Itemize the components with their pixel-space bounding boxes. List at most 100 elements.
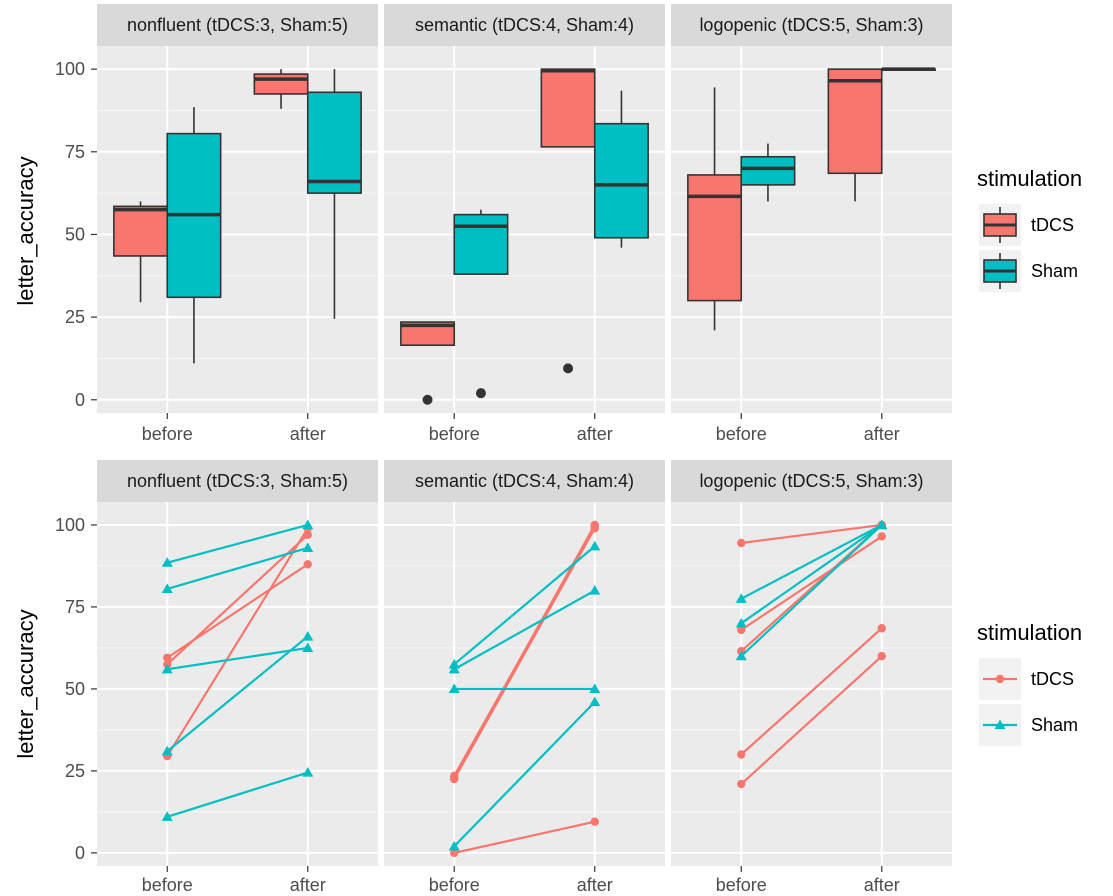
point-triangle (735, 650, 747, 661)
series-line (740, 524, 883, 657)
box-rect (453, 213, 509, 275)
legend: stimulation tDCS Sham (977, 166, 1082, 292)
line-tdcs-2 (450, 524, 599, 784)
point-triangle (302, 519, 314, 530)
box-rect (687, 174, 743, 302)
line-sham-3 (161, 630, 314, 756)
point-circle (877, 651, 886, 661)
box-tdcs-before (400, 321, 456, 405)
series-line (453, 545, 596, 666)
series-line (166, 546, 309, 590)
point-triangle (302, 542, 314, 553)
panel-1-2: logopenic (tDCS:5, Sham:3) before after (671, 460, 952, 895)
box-tdcs-after (827, 68, 883, 202)
series-line (453, 589, 596, 671)
point-triangle (589, 540, 601, 551)
x-tick-label: before (142, 875, 193, 895)
line-sham-2 (161, 642, 314, 674)
panel-0-0: nonfluent (tDCS:3, Sham:5) before after (97, 4, 378, 444)
legend-entry-tdcs: tDCS (979, 204, 1074, 246)
facet-strip (384, 460, 665, 502)
panel-background (384, 502, 665, 866)
facet-label: semantic (tDCS:4, Sham:4) (415, 15, 634, 35)
facet-strip (671, 4, 952, 46)
legend-label: tDCS (1031, 215, 1074, 235)
panel-1-1: semantic (tDCS:4, Sham:4) before after (384, 460, 665, 895)
x-tick-label: after (864, 875, 900, 895)
facet-label: nonfluent (tDCS:3, Sham:5) (127, 15, 348, 35)
box-rect (740, 155, 796, 186)
series-line (454, 820, 595, 854)
legend-entry-tdcs: tDCS (979, 658, 1074, 700)
y-tick-label: 0 (75, 390, 85, 410)
line-sham-0 (161, 519, 314, 567)
series-line (741, 523, 882, 545)
point-circle (303, 560, 312, 569)
line-sham-2 (448, 683, 601, 694)
point-circle (450, 848, 459, 858)
panel-0-2: logopenic (tDCS:5, Sham:3) before after (671, 4, 952, 444)
legend: stimulation tDCS Sham (977, 620, 1082, 746)
point-triangle (735, 617, 747, 628)
box-tdcs-after (253, 69, 309, 109)
line-tdcs-1 (163, 530, 312, 669)
x-tick-label: before (716, 875, 767, 895)
point-triangle (161, 557, 173, 567)
point-triangle (161, 811, 173, 821)
x-tick-label: after (577, 875, 613, 895)
box-sham-before (453, 209, 509, 399)
point-triangle (161, 745, 173, 756)
y-tick-label: 75 (65, 597, 85, 617)
box-rect (593, 122, 649, 239)
line-tdcs-3 (737, 624, 886, 759)
y-tick-label: 100 (55, 515, 85, 535)
series-line (740, 655, 883, 785)
line-sham-0 (448, 540, 601, 669)
y-tick-label: 25 (65, 307, 85, 327)
x-tick-label: after (290, 875, 326, 895)
point-circle (737, 538, 746, 548)
panel-1-0: nonfluent (tDCS:3, Sham:5) before after (97, 460, 378, 895)
facet-label: logopenic (tDCS:5, Sham:3) (699, 471, 923, 491)
series-line (740, 524, 883, 625)
box-tdcs-before (687, 87, 743, 331)
line-tdcs-3 (450, 817, 599, 858)
point-triangle (448, 683, 460, 694)
series-line (166, 635, 309, 753)
box-outlier (475, 388, 486, 399)
facet-strip (384, 4, 665, 46)
legend-label: tDCS (1031, 669, 1074, 689)
facet-label: logopenic (tDCS:5, Sham:3) (699, 15, 923, 35)
point-circle (590, 524, 599, 533)
point-triangle (876, 519, 888, 530)
box-outlier (563, 363, 574, 374)
box-outlier (422, 394, 433, 405)
legend-title: stimulation (977, 620, 1082, 645)
facet-label: semantic (tDCS:4, Sham:4) (415, 471, 634, 491)
y-tick-label: 50 (65, 679, 85, 699)
point-triangle (589, 696, 601, 707)
line-sham-1 (448, 585, 601, 674)
point-circle (737, 779, 746, 789)
legend-label: Sham (1031, 261, 1078, 281)
legend-title: stimulation (977, 166, 1082, 191)
y-tick-label: 75 (65, 142, 85, 162)
series-line (740, 535, 883, 631)
x-tick-label: after (577, 424, 613, 444)
x-tick-label: before (142, 424, 193, 444)
point-triangle (161, 583, 173, 594)
panel-0-1: semantic (tDCS:4, Sham:4) before after (384, 4, 665, 444)
series-line (166, 527, 309, 757)
point-triangle (448, 658, 460, 669)
series-line (167, 646, 308, 671)
point-triangle (161, 663, 173, 674)
box-rect (400, 321, 456, 347)
line-sham-4 (161, 767, 314, 821)
point-triangle (302, 767, 314, 777)
line-sham-3 (448, 696, 601, 851)
series-line (453, 527, 596, 780)
box-rect (113, 205, 169, 257)
x-tick-label: before (429, 875, 480, 895)
series-line (166, 771, 309, 818)
